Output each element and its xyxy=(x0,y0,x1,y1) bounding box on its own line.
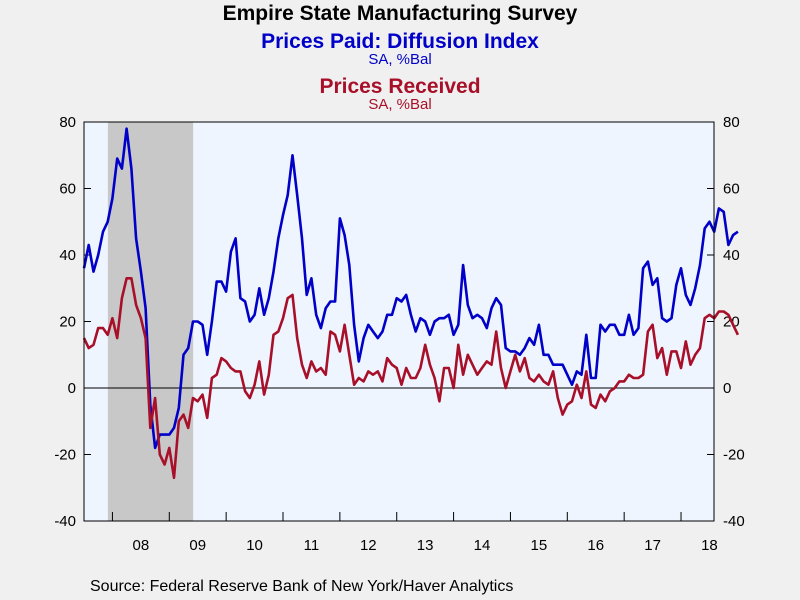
x-tick-label: 12 xyxy=(360,537,377,554)
x-tick-label: 15 xyxy=(531,537,548,554)
recession-shading xyxy=(107,122,194,521)
y-tick-label-left: 20 xyxy=(59,314,76,331)
x-tick-label: 16 xyxy=(587,537,604,554)
chart-title: Empire State Manufacturing Survey xyxy=(222,2,578,25)
series1-units: SA, %Bal xyxy=(368,51,432,68)
prices-paid-line xyxy=(82,127,739,450)
y-tick-label-right: 0 xyxy=(723,380,731,397)
y-tick-label-right: -40 xyxy=(723,513,745,530)
series2-name: Prices Received xyxy=(319,75,481,98)
y-tick-label-left: 40 xyxy=(59,247,76,264)
x-tick-label: 18 xyxy=(701,537,718,554)
y-tick-label-left: 60 xyxy=(59,181,76,198)
x-tick-label: 13 xyxy=(417,537,434,554)
series2-units: SA, %Bal xyxy=(368,96,432,113)
x-tick-label: 09 xyxy=(189,537,206,554)
y-tick-label-left: -40 xyxy=(54,513,76,530)
y-tick-label-right: 60 xyxy=(723,181,740,198)
y-tick-label-right: -20 xyxy=(723,447,745,464)
y-tick-label-left: 80 xyxy=(59,114,76,131)
x-tick-label: 10 xyxy=(246,537,263,554)
x-tick-label: 08 xyxy=(133,537,150,554)
x-tick-label: 11 xyxy=(304,537,320,554)
plot-frame xyxy=(83,121,715,522)
source-note: Source: Federal Reserve Bank of New York… xyxy=(90,578,514,595)
x-tick-label: 17 xyxy=(644,537,661,554)
y-tick-label-left: -20 xyxy=(54,447,76,464)
series1-name: Prices Paid: Diffusion Index xyxy=(261,30,539,53)
x-tick-label: 14 xyxy=(474,537,491,554)
y-tick-label-left: 0 xyxy=(68,380,76,397)
prices-received-line xyxy=(82,276,740,480)
y-tick-label-right: 80 xyxy=(723,114,740,131)
y-tick-label-right: 40 xyxy=(723,247,740,264)
